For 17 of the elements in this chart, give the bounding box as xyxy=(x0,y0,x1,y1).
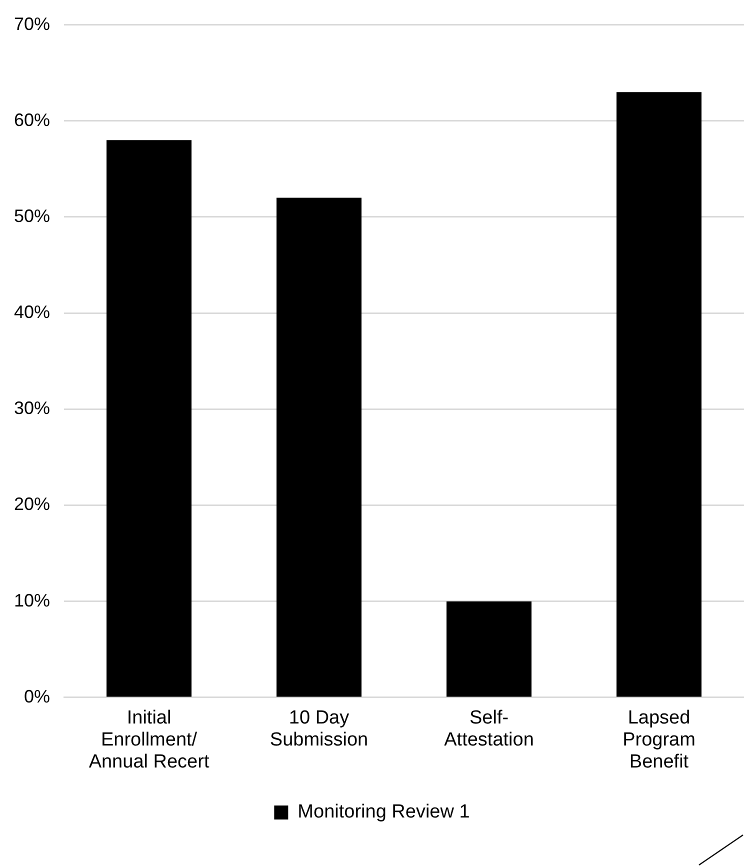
y-tick-label: 60% xyxy=(14,110,50,130)
y-tick-label: 20% xyxy=(14,494,50,514)
y-tick-label: 40% xyxy=(14,302,50,322)
bar xyxy=(446,601,532,697)
bar xyxy=(616,92,702,697)
y-tick-label: 70% xyxy=(14,14,50,34)
x-tick-label: Self-Attestation xyxy=(444,708,534,750)
x-tick-label: 10 Day Submission xyxy=(270,708,368,750)
y-tick-label: 50% xyxy=(14,206,50,226)
y-tick-label: 0% xyxy=(24,686,50,706)
y-tick-label: 30% xyxy=(14,398,50,418)
bar xyxy=(276,198,362,697)
legend-label: Monitoring Review 1 xyxy=(298,802,470,823)
y-tick-label: 10% xyxy=(14,590,50,610)
x-tick-label: Lapsed Program Benefit xyxy=(622,708,696,772)
x-tick-label: Initial Enrollment/ Annual Recert xyxy=(88,708,210,772)
bar xyxy=(106,140,192,697)
